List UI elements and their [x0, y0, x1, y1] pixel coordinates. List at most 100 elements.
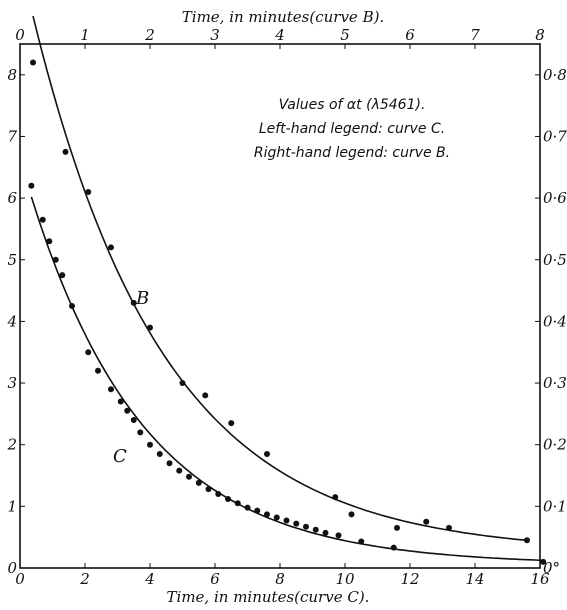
data-point-c — [195, 479, 202, 486]
top-axis-tick-label: 3 — [210, 26, 220, 44]
curve-b — [32, 15, 528, 542]
top-axis-tick-label: 1 — [80, 26, 90, 44]
data-point-c — [540, 558, 547, 565]
series-label-b: B — [135, 288, 149, 309]
right-axis-tick-label: 0·5° — [543, 251, 567, 269]
data-point-b — [228, 420, 235, 427]
data-point-c — [254, 507, 261, 514]
left-axis-tick-label: 1 — [7, 497, 17, 515]
data-point-c — [322, 529, 329, 536]
data-point-c — [293, 520, 300, 527]
top-axis-tick-label: 6 — [405, 26, 415, 44]
data-point-c — [244, 504, 251, 511]
top-axis-tick-label: 7 — [470, 26, 480, 44]
left-axis-tick-label: 6 — [7, 189, 17, 207]
annotation-line-3: Right-hand legend: curve B. — [254, 145, 450, 161]
bottom-axis-tick-label: 8 — [275, 570, 285, 588]
bottom-axis-tick-label: 12 — [400, 570, 419, 588]
data-point-c — [117, 398, 124, 405]
data-point-c — [85, 349, 92, 356]
data-point-b — [394, 524, 400, 531]
data-point-c — [137, 429, 144, 436]
data-point-c — [124, 407, 131, 414]
right-axis-tick-label: 0·3° — [543, 374, 567, 392]
data-point-c — [225, 495, 231, 502]
bottom-axis-title: Time, in minutes(curve C). — [167, 588, 370, 606]
points-layer — [28, 59, 547, 565]
data-point-c — [358, 538, 365, 545]
data-point-c — [312, 526, 319, 533]
bottom-axis-tick-label: 16 — [530, 570, 550, 588]
top-axis-tick-label: 5 — [340, 26, 350, 44]
data-point-b — [446, 524, 452, 531]
right-axis-tick-label: 0·4° — [543, 312, 567, 330]
data-point-c — [28, 182, 35, 189]
data-point-b — [30, 59, 36, 66]
data-point-c — [46, 238, 53, 245]
data-point-b — [423, 518, 430, 525]
top-axis-tick-label: 8 — [535, 26, 545, 44]
data-point-b — [179, 380, 186, 387]
data-point-c — [95, 367, 101, 374]
data-point-c — [205, 486, 212, 493]
data-point-b — [524, 537, 530, 544]
top-axis-tick-label: 4 — [274, 26, 285, 44]
left-axis-tick-label: 3 — [7, 374, 17, 392]
data-point-b — [348, 511, 355, 518]
data-point-c — [264, 511, 270, 518]
data-point-c — [39, 216, 46, 223]
right-axis-tick-label: 0·1° — [543, 497, 567, 515]
data-point-b — [147, 324, 153, 331]
bottom-axis-tick-label: 6 — [210, 570, 220, 588]
data-point-c — [234, 500, 241, 507]
data-point-b — [108, 244, 114, 251]
data-point-c — [156, 450, 163, 457]
data-point-b — [264, 450, 270, 457]
data-point-c — [283, 517, 290, 524]
data-point-c — [303, 523, 309, 530]
data-point-c — [108, 386, 114, 393]
top-axis-title: Time, in minutes(curve B). — [182, 8, 384, 26]
data-point-c — [52, 256, 59, 263]
left-axis-tick-label: 0 — [7, 559, 17, 577]
right-axis-tick-label: 0·2° — [543, 436, 567, 454]
right-axis-tick-label: 0·8° — [543, 66, 567, 84]
data-point-c — [176, 467, 183, 474]
bottom-axis-tick-label: 10 — [335, 570, 355, 588]
data-point-b — [62, 148, 69, 155]
bottom-axis-tick-label: 0 — [15, 570, 25, 588]
left-axis-tick-label: 4 — [6, 312, 17, 330]
data-point-c — [215, 491, 222, 498]
annotation-line-2: Left-hand legend: curve C. — [259, 121, 445, 137]
left-axis-tick-label: 7 — [7, 127, 17, 145]
data-point-c — [130, 417, 137, 424]
bottom-axis-tick-label: 4 — [144, 570, 155, 588]
top-axis-tick-label: 2 — [144, 26, 155, 44]
data-point-c — [335, 532, 342, 539]
left-axis-tick-label: 2 — [6, 436, 17, 454]
left-axis-tick-label: 5 — [7, 251, 17, 269]
curves-layer — [30, 15, 544, 562]
data-point-c — [390, 544, 397, 551]
data-point-c — [69, 303, 75, 309]
data-point-c — [59, 272, 66, 279]
bottom-axis-tick-label: 2 — [79, 570, 90, 588]
data-point-c — [186, 473, 192, 480]
top-axis-tick-label: 0 — [15, 26, 25, 44]
axes-layer: 01234567802468101214160123456780°0·1°0·2… — [6, 26, 567, 588]
data-point-c — [166, 460, 173, 467]
data-point-b — [332, 494, 339, 501]
data-point-b — [85, 188, 92, 195]
labels-layer: Time, in minutes(curve B). Time, in minu… — [113, 8, 450, 606]
annotation-line-1: Values of αt (λ5461). — [279, 97, 426, 113]
data-point-b — [202, 392, 209, 399]
bottom-axis-tick-label: 14 — [465, 570, 484, 588]
right-axis-tick-label: 0° — [543, 559, 560, 577]
curve-c — [30, 196, 544, 562]
data-point-c — [147, 441, 153, 448]
right-axis-tick-label: 0·7° — [543, 127, 567, 145]
right-axis-tick-label: 0·6° — [543, 189, 567, 207]
data-point-c — [273, 514, 280, 521]
left-axis-tick-label: 8 — [7, 66, 17, 84]
